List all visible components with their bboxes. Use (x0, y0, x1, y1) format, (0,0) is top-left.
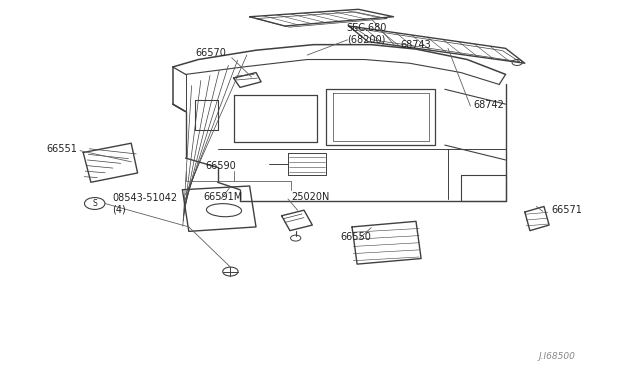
Text: 66590: 66590 (205, 161, 236, 171)
Text: 66551: 66551 (47, 144, 77, 154)
Text: 68742: 68742 (474, 100, 504, 110)
Text: 68743: 68743 (400, 41, 431, 50)
Text: 66550: 66550 (340, 232, 371, 242)
Text: SEC.680
(68200): SEC.680 (68200) (346, 23, 387, 44)
Text: 66571: 66571 (552, 205, 582, 215)
Text: 66591M: 66591M (203, 192, 243, 202)
Text: J.I68500: J.I68500 (538, 352, 575, 361)
Text: 25020N: 25020N (291, 192, 330, 202)
Text: S: S (92, 199, 97, 208)
Text: 08543-51042
(4): 08543-51042 (4) (112, 193, 177, 214)
Text: 66570: 66570 (196, 48, 227, 58)
